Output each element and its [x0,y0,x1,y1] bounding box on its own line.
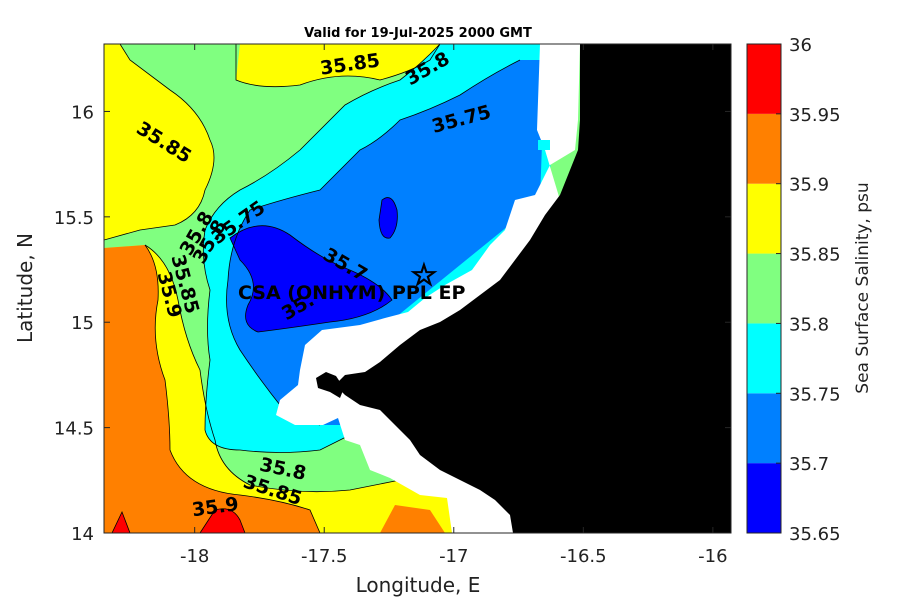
x-tick-label: -17 [439,546,468,567]
band-35-85-west [104,44,214,240]
band-35-85-north [236,44,440,87]
colorbar-tick-label: 35.8 [789,314,829,335]
colorbar-swatch [747,323,781,394]
colorbar-swatch [747,393,781,464]
band-35-7 [226,60,545,425]
y-tick-label: 14.5 [54,419,94,440]
x-axis: -18 -17.5 -17 -16.5 -16 [180,44,728,567]
band-35-65-main [230,225,392,332]
colorbar-tick-label: 35.75 [789,384,841,405]
colorbar-tick-label: 35.85 [789,245,841,266]
band-35-95 [200,508,245,533]
colorbar-swatch [747,463,781,533]
y-axis: 14 14.5 15 15.5 16 [54,102,731,545]
cape-verde-peninsula [316,372,344,398]
colorbar-swatch [747,183,781,254]
colorbar-tick-label: 36 [789,35,812,56]
colorbar-swatch [747,44,781,114]
chart-title: Valid for 19-Jul-2025 2000 GMT [304,26,532,41]
y-tick-label: 15.5 [54,208,94,229]
contour-lines [104,44,521,533]
x-tick-label: -18 [180,546,209,567]
colorbar-tick-label: 35.95 [789,105,841,126]
land-mass [335,44,731,533]
y-tick-label: 15 [71,313,94,334]
colorbar-swatch [747,253,781,324]
colorbar-tick-label: 35.7 [789,454,829,475]
x-tick-label: -16.5 [560,546,607,567]
x-tick-label: -16 [698,546,727,567]
band-35-85-south [104,245,460,533]
y-tick-label: 14 [71,524,94,545]
y-tick-label: 16 [71,102,94,123]
coastal-cell [538,140,550,150]
colorbar-frame [746,43,782,534]
band-35-9 [104,245,320,533]
x-tick-label: -17.5 [301,546,348,567]
x-axis-label: Longitude, E [356,573,481,597]
colorbar-tick-label: 35.9 [789,175,829,196]
band-35-9-east [380,505,445,533]
band-35-95-west [112,512,130,533]
colorbar-tick-label: 35.65 [789,524,841,545]
colorbar-label: Sea Surface Salinity, psu [853,182,873,393]
y-axis-label: Latitude, N [13,233,37,343]
plot-frame [103,43,732,534]
colorbar: 35.65 35.7 35.75 35.8 35.85 35.9 35.95 36 [746,35,841,545]
site-label: CSA (ONHYM) PPL EP [238,282,465,304]
band-35-65-north [379,197,398,239]
colorbar-swatch [747,113,781,184]
site-star-icon: ☆ [411,258,438,293]
